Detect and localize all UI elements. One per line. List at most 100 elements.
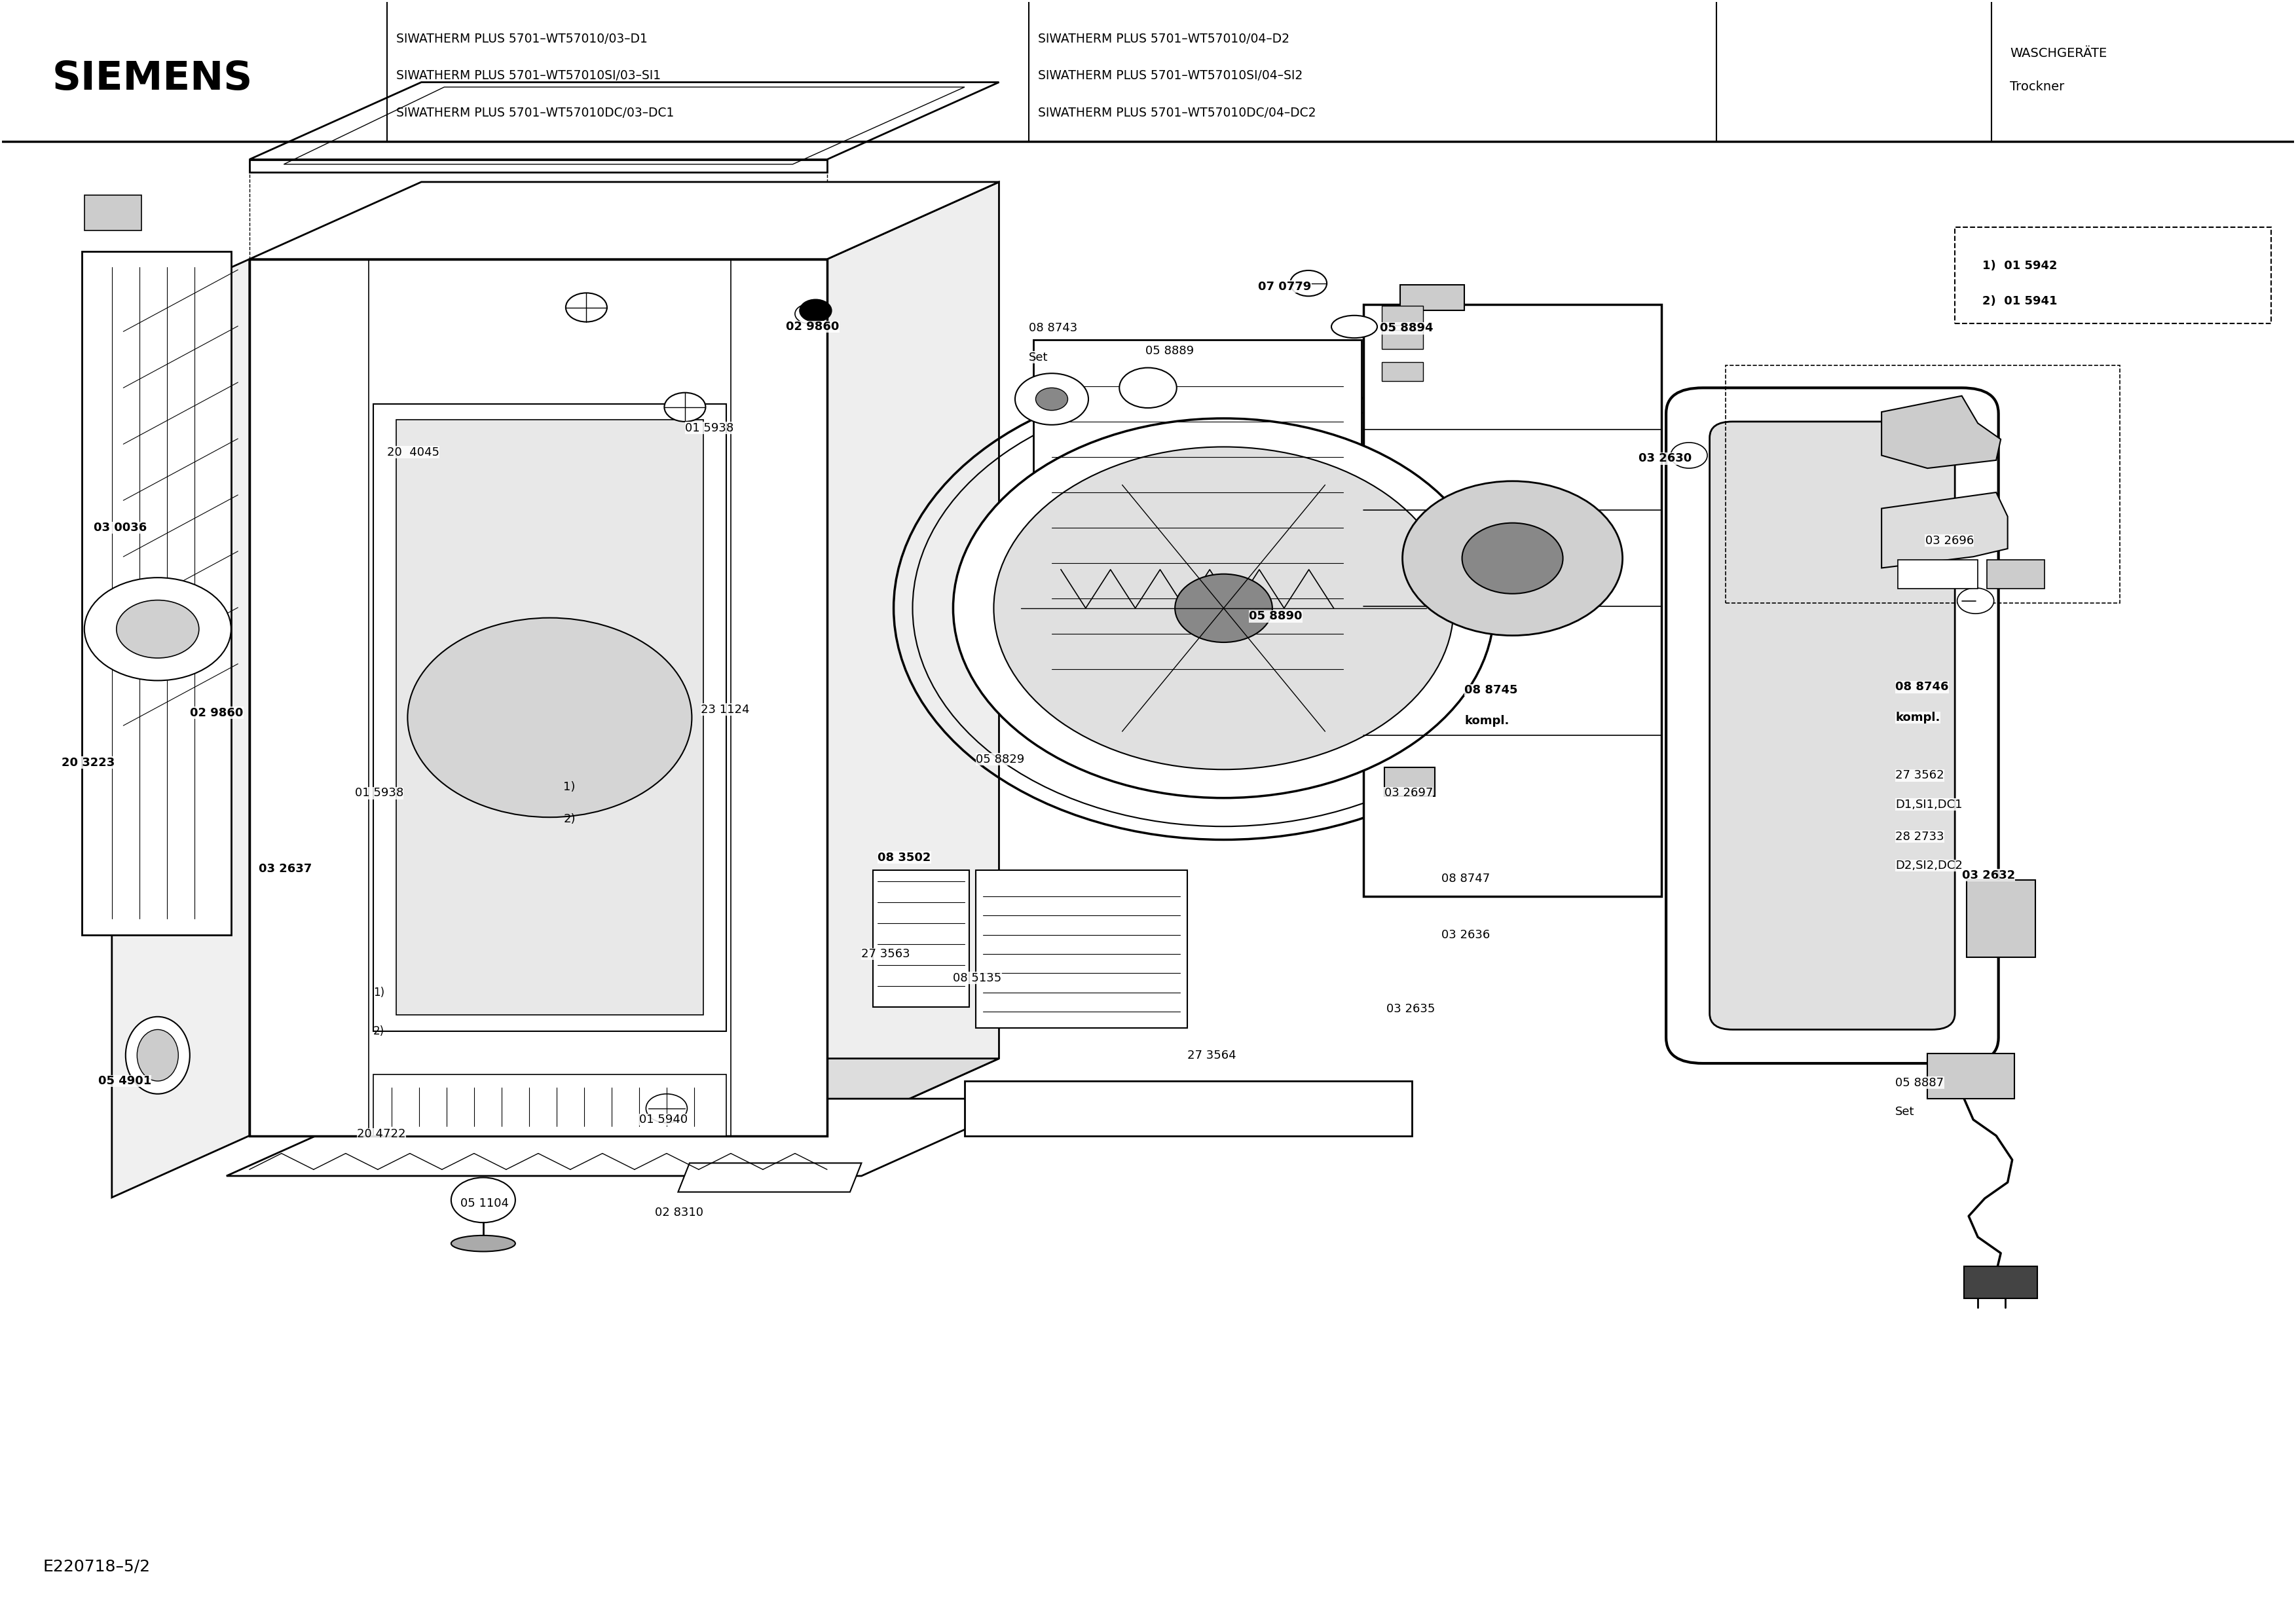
Bar [374, 405, 726, 1032]
Circle shape [409, 617, 691, 817]
Bar [397, 421, 703, 1016]
Text: 05 4901: 05 4901 [99, 1075, 152, 1086]
Text: 27 3564: 27 3564 [1187, 1049, 1235, 1061]
Text: 02 9860: 02 9860 [785, 321, 838, 332]
Text: 28 2733: 28 2733 [1894, 830, 1945, 843]
Polygon shape [250, 182, 999, 260]
Text: SIWATHERM PLUS 5701–WT57010DC/03–DC1: SIWATHERM PLUS 5701–WT57010DC/03–DC1 [397, 106, 675, 119]
Text: 03 2697: 03 2697 [1384, 787, 1433, 800]
Circle shape [85, 577, 232, 680]
Text: 03 0036: 03 0036 [94, 522, 147, 534]
Text: 02 9860: 02 9860 [191, 706, 243, 719]
Text: 05 8829: 05 8829 [976, 753, 1024, 766]
Bar [1401, 285, 1465, 311]
Text: Set: Set [1029, 351, 1047, 363]
Text: 05 8887: 05 8887 [1894, 1077, 1945, 1088]
Text: 03 2637: 03 2637 [259, 862, 312, 875]
Bar [1384, 767, 1435, 796]
Text: 03 2635: 03 2635 [1387, 1003, 1435, 1014]
Text: 05 8889: 05 8889 [1146, 345, 1194, 356]
Polygon shape [250, 82, 999, 160]
Text: 05 1104: 05 1104 [459, 1198, 510, 1209]
Text: E220718–5/2: E220718–5/2 [44, 1559, 152, 1575]
Bar [1382, 330, 1424, 350]
Text: SIWATHERM PLUS 5701–WT57010/03–D1: SIWATHERM PLUS 5701–WT57010/03–D1 [397, 32, 647, 45]
Bar [1986, 559, 2043, 588]
Text: 27 3562: 27 3562 [1894, 769, 1945, 782]
Circle shape [1671, 443, 1708, 467]
Circle shape [994, 447, 1453, 769]
Circle shape [953, 419, 1495, 798]
Text: 03 2632: 03 2632 [1961, 869, 2016, 882]
Text: Trockner: Trockner [2009, 81, 2064, 93]
Bar [85, 195, 142, 231]
Polygon shape [227, 1099, 1033, 1175]
Text: 20 3223: 20 3223 [62, 756, 115, 769]
Bar [374, 1075, 726, 1136]
Text: SIWATHERM PLUS 5701–WT57010DC/04–DC2: SIWATHERM PLUS 5701–WT57010DC/04–DC2 [1038, 106, 1316, 119]
Text: 2): 2) [374, 1025, 383, 1037]
Bar [1954, 227, 2271, 324]
Text: SIWATHERM PLUS 5701–WT57010SI/03–SI1: SIWATHERM PLUS 5701–WT57010SI/03–SI1 [397, 69, 661, 82]
Text: 1): 1) [563, 780, 576, 793]
Circle shape [1035, 388, 1068, 411]
Text: 07 0779: 07 0779 [1258, 280, 1311, 292]
Polygon shape [677, 1162, 861, 1191]
Bar [1382, 363, 1424, 382]
Ellipse shape [126, 1017, 191, 1095]
Polygon shape [827, 182, 999, 1136]
Text: kompl.: kompl. [1465, 714, 1508, 727]
Polygon shape [1880, 492, 2007, 567]
Text: 20  4045: 20 4045 [388, 447, 439, 458]
Polygon shape [113, 260, 250, 1198]
Polygon shape [250, 160, 827, 172]
Text: 08 8743: 08 8743 [1029, 322, 1077, 334]
FancyBboxPatch shape [1667, 388, 1998, 1064]
Bar [964, 1082, 1412, 1136]
Circle shape [664, 393, 705, 422]
Text: 1): 1) [374, 987, 383, 998]
Polygon shape [1880, 397, 2000, 467]
Text: 08 5135: 08 5135 [953, 972, 1001, 983]
Text: 03 2630: 03 2630 [1639, 453, 1692, 464]
Text: D2,SI2,DC2: D2,SI2,DC2 [1894, 859, 1963, 872]
Circle shape [1403, 480, 1623, 635]
Text: SIEMENS: SIEMENS [53, 60, 253, 98]
Circle shape [1015, 374, 1088, 426]
Polygon shape [83, 251, 232, 935]
Text: 03 2696: 03 2696 [1924, 535, 1975, 546]
Text: 20 4722: 20 4722 [358, 1128, 406, 1140]
Text: 01 5938: 01 5938 [684, 422, 732, 434]
Text: 08 8745: 08 8745 [1465, 685, 1518, 696]
Ellipse shape [1332, 316, 1378, 339]
Text: SIWATHERM PLUS 5701–WT57010/04–D2: SIWATHERM PLUS 5701–WT57010/04–D2 [1038, 32, 1290, 45]
Circle shape [799, 300, 831, 322]
Circle shape [1290, 271, 1327, 297]
Ellipse shape [138, 1030, 179, 1082]
Text: 27 3563: 27 3563 [861, 948, 909, 959]
Bar [1926, 1054, 2014, 1099]
Text: 23 1124: 23 1124 [700, 703, 751, 716]
Text: 05 8890: 05 8890 [1249, 611, 1302, 622]
Bar [1963, 1265, 2037, 1298]
Ellipse shape [1120, 368, 1176, 408]
Text: 1)  01 5942: 1) 01 5942 [1981, 260, 2057, 271]
Circle shape [450, 1177, 514, 1222]
Text: WASCHGERÄTE: WASCHGERÄTE [2009, 47, 2108, 60]
Bar [1965, 880, 2034, 958]
Text: 08 8747: 08 8747 [1442, 872, 1490, 885]
Polygon shape [250, 260, 827, 1136]
Text: 08 8746: 08 8746 [1894, 682, 1949, 693]
Circle shape [1956, 588, 1993, 614]
Bar [872, 870, 969, 1008]
Circle shape [117, 600, 200, 658]
Circle shape [645, 1095, 687, 1124]
Bar [1896, 559, 1977, 588]
Text: D1,SI1,DC1: D1,SI1,DC1 [1894, 798, 1963, 811]
Bar [1727, 366, 2119, 603]
Bar [976, 870, 1187, 1028]
Text: 05 8894: 05 8894 [1380, 322, 1433, 334]
Text: kompl.: kompl. [1894, 711, 1940, 724]
Text: 01 5938: 01 5938 [356, 787, 404, 800]
Circle shape [1176, 574, 1272, 642]
